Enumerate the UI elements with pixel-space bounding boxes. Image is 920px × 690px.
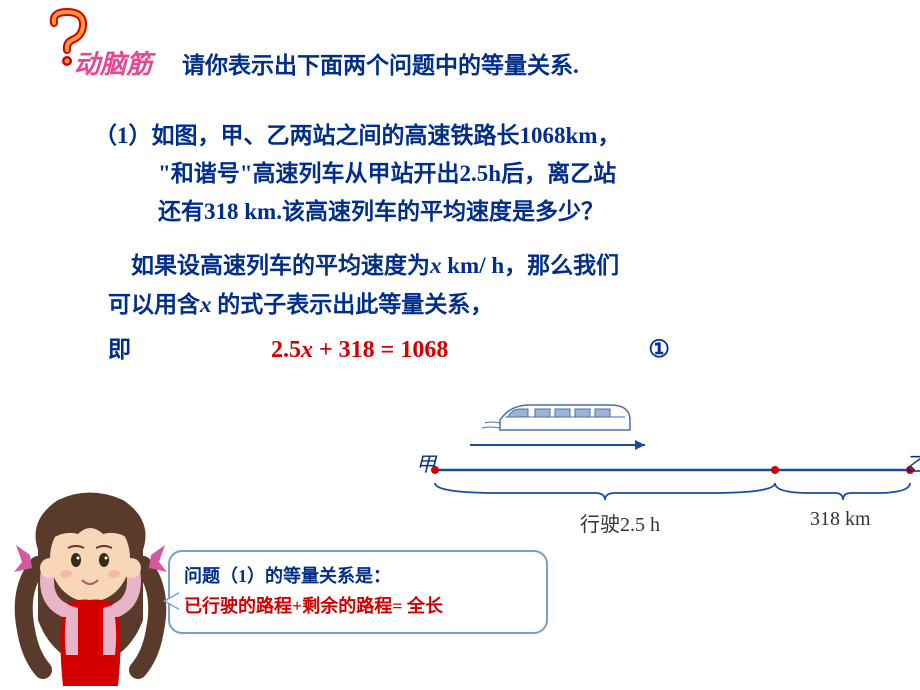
equation-label: 即 xyxy=(108,330,131,364)
problem-line-1: （1）如图，甲、乙两站之间的高速铁路长1068km， xyxy=(94,117,864,155)
station-a-label: 甲 xyxy=(416,448,436,477)
explain-text: 如果设高速列车的平均速度为x km/ h，那么我们 可以用含x 的式子表示出此等… xyxy=(108,248,868,324)
header-label: 动脑筋 xyxy=(74,44,152,81)
speech-line-2: 已行驶的路程+剩余的路程= 全长 xyxy=(184,592,532,618)
header-text: 请你表示出下面两个问题中的等量关系. xyxy=(182,46,579,80)
header-row: 动脑筋 请你表示出下面两个问题中的等量关系. xyxy=(74,44,579,81)
problem-line-2: "和谐号"高速列车从甲站开出2.5h后，离乙站 xyxy=(94,155,864,193)
train-icon xyxy=(482,405,630,430)
speech-line-1: 问题（1）的等量关系是： xyxy=(184,562,532,588)
station-b-label: 乙 xyxy=(905,448,920,477)
equation-row: 即 2.5x + 318 = 1068 ① xyxy=(108,330,868,364)
equation-expr: 2.5x + 318 = 1068 xyxy=(271,337,448,364)
railway-diagram xyxy=(400,375,920,525)
problem-line-3: 还有318 km.该高速列车的平均速度是多少？ xyxy=(94,193,864,231)
segment-1-label: 行驶2.5 h xyxy=(580,508,660,537)
problem-text: （1）如图，甲、乙两站之间的高速铁路长1068km， "和谐号"高速列车从甲站开… xyxy=(94,117,864,231)
girl-character-icon xyxy=(8,480,173,686)
equation-mark: ① xyxy=(648,335,670,364)
speech-bubble: 问题（1）的等量关系是： 已行驶的路程+剩余的路程= 全长 xyxy=(168,550,548,634)
segment-2-label: 318 km xyxy=(810,508,871,531)
explain-line-1: 如果设高速列车的平均速度为x km/ h，那么我们 xyxy=(108,248,868,285)
slide-root: 动脑筋 请你表示出下面两个问题中的等量关系. （1）如图，甲、乙两站之间的高速铁… xyxy=(0,0,920,690)
explain-line-2: 可以用含x 的式子表示出此等量关系， xyxy=(108,287,868,324)
